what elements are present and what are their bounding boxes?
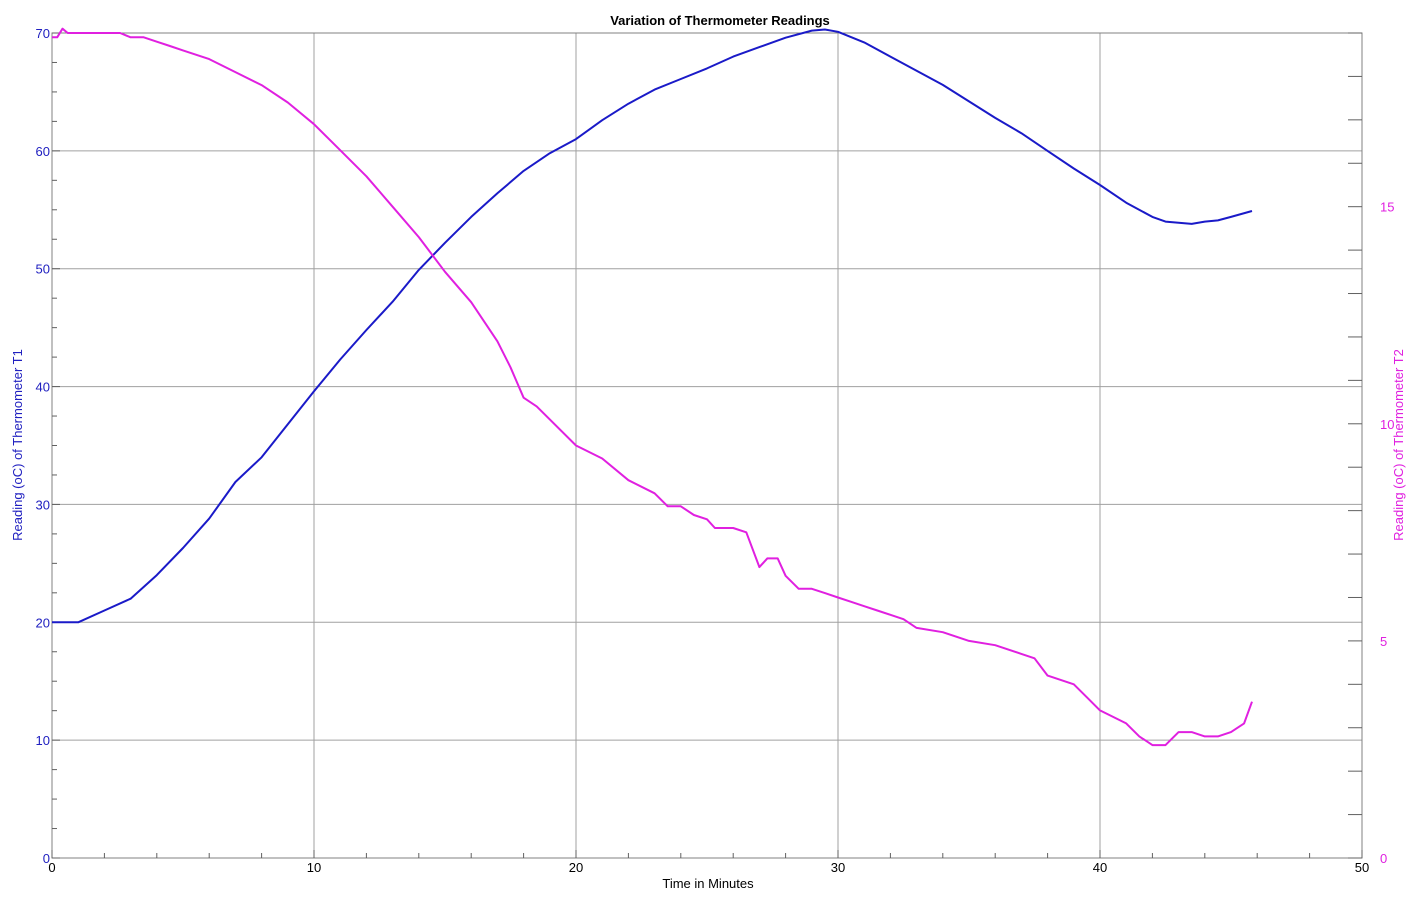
x-tick-label: 10 — [307, 860, 321, 875]
chart-title: Variation of Thermometer Readings — [610, 13, 830, 28]
series-line-t2 — [52, 27, 1253, 747]
x-tick-label: 30 — [831, 860, 845, 875]
y-right-axis-label: Reading (oC) of Thermometer T2 — [1391, 349, 1406, 541]
y-left-tick-label: 70 — [36, 26, 50, 41]
plot-frame — [51, 32, 1363, 859]
y-left-tick-label: 50 — [36, 262, 50, 277]
y-left-tick-label: 20 — [36, 615, 50, 630]
y-right-tick-label: 15 — [1380, 200, 1394, 215]
x-tick-label: 50 — [1355, 860, 1369, 875]
grid-layer — [52, 33, 1362, 858]
y-left-axis-label: Reading (oC) of Thermometer T1 — [10, 349, 25, 541]
tick-layer: 0 10 20 30 40 50 0 10 20 30 40 50 60 70 0 5 10 15 — [36, 26, 1395, 875]
y-left-tick-label: 30 — [36, 497, 50, 512]
y-right-tick-label: 10 — [1380, 417, 1394, 432]
series-line-t1 — [52, 28, 1253, 624]
y-left-tick-label: 10 — [36, 733, 50, 748]
y-right-tick-label: 0 — [1380, 851, 1387, 866]
y-left-tick-label: 0 — [43, 851, 50, 866]
y-left-tick-label: 40 — [36, 380, 50, 395]
y-right-tick-label: 5 — [1380, 634, 1387, 649]
x-tick-label: 0 — [48, 860, 55, 875]
x-axis-label: Time in Minutes — [662, 876, 754, 891]
x-tick-label: 40 — [1093, 860, 1107, 875]
x-tick-label: 20 — [569, 860, 583, 875]
y-left-tick-label: 60 — [36, 144, 50, 159]
series-layer — [52, 27, 1253, 747]
